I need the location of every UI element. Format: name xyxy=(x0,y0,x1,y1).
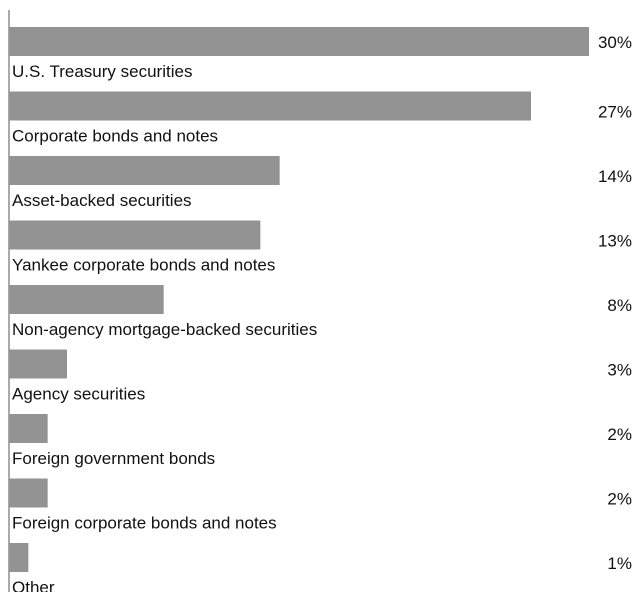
bar-0 xyxy=(9,27,589,56)
value-labels-group: 30% 27% 14% 13% 8% 3% 2% 2% 1% xyxy=(598,33,632,573)
value-label-5: 3% xyxy=(607,361,632,380)
value-label-6: 2% xyxy=(607,425,632,444)
category-label-3: Yankee corporate bonds and notes xyxy=(12,256,275,275)
value-label-0: 30% xyxy=(598,33,632,52)
bar-4 xyxy=(9,285,164,314)
value-label-3: 13% xyxy=(598,232,632,251)
bar-7 xyxy=(9,478,48,508)
value-label-7: 2% xyxy=(607,490,632,509)
value-label-4: 8% xyxy=(607,296,632,315)
bar-2 xyxy=(9,156,280,185)
bar-6 xyxy=(9,414,48,443)
category-label-7: Foreign corporate bonds and notes xyxy=(12,514,277,533)
category-label-6: Foreign government bonds xyxy=(12,449,215,468)
category-label-1: Corporate bonds and notes xyxy=(12,127,218,146)
bar-5 xyxy=(9,349,67,379)
bars-group xyxy=(9,27,589,572)
category-labels-group: U.S. Treasury securities Corporate bonds … xyxy=(12,62,317,592)
category-label-0: U.S. Treasury securities xyxy=(12,62,192,81)
value-label-1: 27% xyxy=(598,103,632,122)
category-label-4: Non-agency mortgage-backed securities xyxy=(12,320,317,339)
bar-1 xyxy=(9,91,531,121)
category-label-8: Other xyxy=(12,578,55,592)
bar-8 xyxy=(9,543,29,572)
bar-3 xyxy=(9,220,261,250)
category-label-2: Asset-backed securities xyxy=(12,191,192,210)
value-label-2: 14% xyxy=(598,167,632,186)
category-label-5: Agency securities xyxy=(12,385,145,404)
value-label-8: 1% xyxy=(607,554,632,573)
